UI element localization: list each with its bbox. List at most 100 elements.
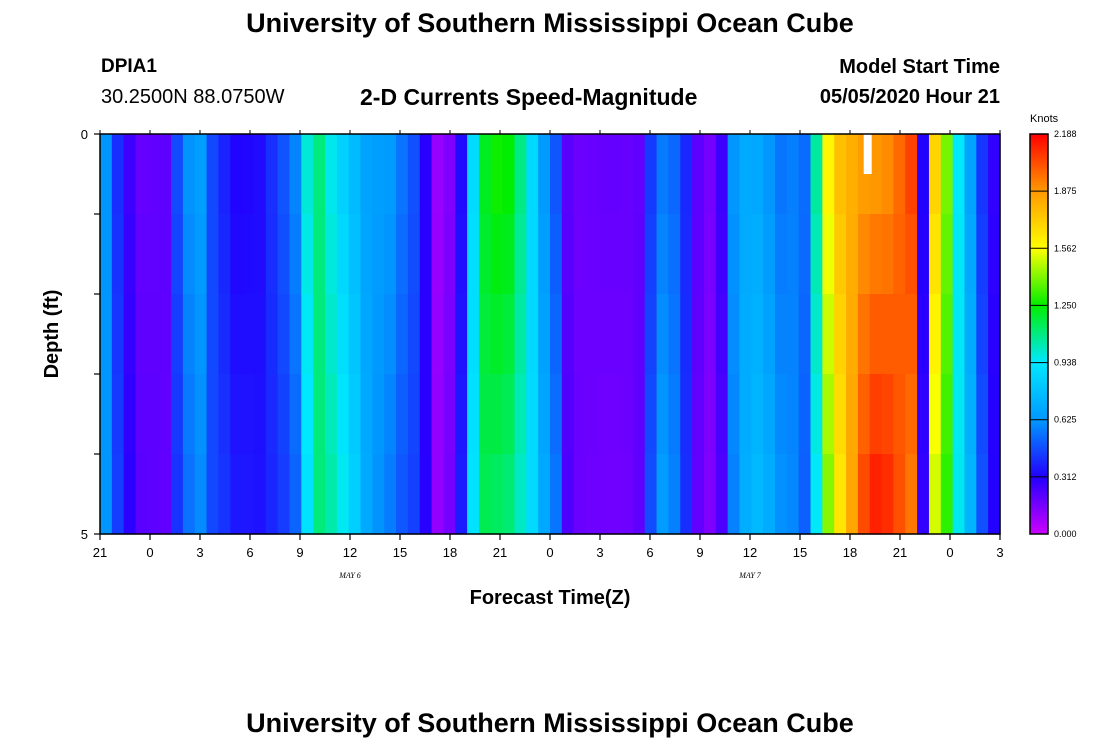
heatmap-cell xyxy=(431,374,445,455)
heatmap-cell xyxy=(372,214,385,295)
heatmap-cell xyxy=(609,454,622,535)
heatmap-cell xyxy=(313,374,326,455)
heatmap-cell xyxy=(123,374,137,455)
chart-subtitle: 2-D Currents Speed-Magnitude xyxy=(360,84,698,110)
heatmap-cell xyxy=(834,134,847,215)
heatmap-cell xyxy=(147,294,160,375)
heatmap-cell xyxy=(550,134,563,215)
heatmap-cell xyxy=(846,134,859,215)
heatmap-cell xyxy=(621,294,634,375)
heatmap-cell xyxy=(301,214,314,295)
heatmap-cell xyxy=(940,134,954,215)
heatmap-cell xyxy=(289,294,302,375)
heatmap-cell xyxy=(384,294,397,375)
colorbar-tick-label: 0.312 xyxy=(1054,472,1077,482)
heatmap-cells xyxy=(100,134,1001,535)
heatmap-cell xyxy=(632,374,646,455)
heatmap-cell xyxy=(360,454,373,535)
heatmap-cell xyxy=(964,454,977,535)
colorbar-tick-label: 0.938 xyxy=(1054,358,1077,368)
heatmap-cell xyxy=(692,214,705,295)
heatmap-cell xyxy=(514,454,527,535)
heatmap-cell xyxy=(893,454,906,535)
heatmap-cell xyxy=(846,454,859,535)
heatmap-cell xyxy=(467,374,480,455)
heatmap-cell xyxy=(135,294,148,375)
heatmap-cell xyxy=(206,374,220,455)
heatmap-cell xyxy=(644,214,658,295)
heatmap-cell xyxy=(538,294,551,375)
heatmap-cell xyxy=(917,454,930,535)
heatmap-cell xyxy=(147,134,160,215)
heatmap-cell xyxy=(135,214,148,295)
heatmap-cell xyxy=(502,454,516,535)
heatmap-cell xyxy=(739,214,752,295)
heatmap-cell xyxy=(976,214,989,295)
heatmap-cell xyxy=(384,454,397,535)
heatmap-cell xyxy=(325,374,338,455)
heatmap-cell xyxy=(159,294,172,375)
x-day-label: MAY 7 xyxy=(738,571,762,580)
heatmap-cell xyxy=(573,214,587,295)
heatmap-cell xyxy=(917,374,930,455)
heatmap-cell xyxy=(988,374,1001,455)
colorbar-tick-label: 1.250 xyxy=(1054,300,1077,310)
heatmap-cell xyxy=(478,374,492,455)
heatmap-cell xyxy=(253,134,267,215)
heatmap-cell xyxy=(952,374,966,455)
heatmap-cell xyxy=(182,374,196,455)
heatmap-cell xyxy=(928,294,942,375)
heatmap-cell xyxy=(336,374,350,455)
heatmap-cell xyxy=(869,294,883,375)
heatmap-cell xyxy=(443,374,456,455)
heatmap-cell xyxy=(917,294,930,375)
heatmap-cell xyxy=(644,134,658,215)
heatmap-cell xyxy=(810,294,823,375)
heatmap-cell xyxy=(703,374,717,455)
heatmap-cell xyxy=(443,294,456,375)
heatmap-cell xyxy=(230,454,243,535)
x-tick-label: 18 xyxy=(443,545,457,560)
heatmap-cell xyxy=(111,454,125,535)
heatmap-cell xyxy=(952,454,966,535)
heatmap-cell xyxy=(171,294,184,375)
heatmap-cell xyxy=(597,294,610,375)
heatmap-cell xyxy=(881,294,895,375)
heatmap-cell xyxy=(313,454,326,535)
heatmap-cell xyxy=(668,374,681,455)
heatmap-cell xyxy=(550,294,563,375)
heatmap-cell xyxy=(123,454,137,535)
heatmap-cell xyxy=(147,454,160,535)
heatmap-cell xyxy=(431,294,445,375)
heatmap-cell xyxy=(372,294,385,375)
heatmap-cell xyxy=(218,214,231,295)
heatmap-cell xyxy=(407,374,421,455)
heatmap-cell xyxy=(550,214,563,295)
heatmap-cell xyxy=(265,294,279,375)
heatmap-cell xyxy=(585,454,598,535)
x-tick-label: 0 xyxy=(546,545,553,560)
x-tick-label: 12 xyxy=(743,545,757,560)
heatmap-cell xyxy=(514,374,527,455)
heatmap-cell xyxy=(301,134,314,215)
heatmap-cell xyxy=(206,134,220,215)
heatmap-cell xyxy=(135,454,148,535)
heatmap-cell xyxy=(668,454,681,535)
heatmap-cell xyxy=(111,294,125,375)
heatmap-cell xyxy=(727,374,741,455)
colorbar: 2.188 1.875 1.562 1.250 0.938 0.625 0.312 0.000 xyxy=(1029,129,1077,539)
heatmap-cell xyxy=(218,374,231,455)
heatmap-cell xyxy=(573,134,587,215)
heatmap-cell xyxy=(597,214,610,295)
heatmap-cell xyxy=(455,374,468,455)
heatmap-cell xyxy=(680,134,693,215)
heatmap-cell xyxy=(834,374,847,455)
x-tick-label: 3 xyxy=(196,545,203,560)
heatmap-cell xyxy=(206,214,220,295)
heatmap-cell xyxy=(786,294,800,375)
heatmap-cell xyxy=(277,294,291,375)
heatmap-cell xyxy=(502,134,516,215)
heatmap-cell xyxy=(644,454,658,535)
colorbar-tick-label: 1.875 xyxy=(1054,186,1077,196)
heatmap-cell xyxy=(668,214,681,295)
